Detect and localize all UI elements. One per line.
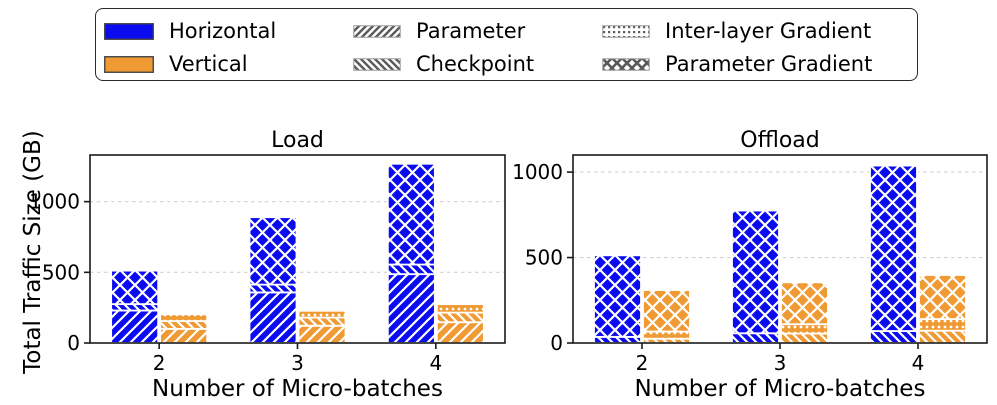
subplot-title: Offload	[740, 128, 820, 153]
y-tick-label: 1000	[512, 160, 563, 184]
legend-entry-horizontal: Horizontal	[104, 18, 276, 44]
bar-segment-hatch	[387, 274, 435, 343]
x-tick-label: 4	[429, 351, 442, 375]
legend-entry-inter-layer-gradient: Inter-layer Gradient	[602, 18, 871, 44]
bar-segment-hatch	[643, 331, 690, 339]
bar-segment-edge	[386, 162, 436, 266]
bar-segment-hatch	[594, 255, 641, 337]
bar-segment-hatch	[111, 310, 159, 343]
bar-segment-edge	[159, 313, 209, 322]
bar-segment-hatch	[870, 165, 917, 332]
legend-label: Horizontal	[169, 19, 277, 43]
bar-segment-hatch	[249, 292, 297, 343]
parameter-gradient-hatch-swatch	[602, 57, 650, 71]
legend: Horizontal Vertical Parameter Checkpoint Int…	[95, 8, 918, 81]
bar-segment-hatch	[160, 314, 208, 322]
bar-segment-edge	[918, 274, 967, 320]
bar-segment-hatch	[111, 304, 159, 311]
bar-segment-hatch	[919, 330, 966, 343]
subplot-load: 0 500 1000 2 3 4 Load Number of Micro-batches	[29, 128, 506, 402]
x-tick-label: 4	[912, 351, 925, 375]
bar-segment-hatch	[111, 270, 159, 305]
bar-segment-hatch	[781, 324, 828, 334]
bar-segment-hatch	[643, 290, 690, 332]
bar-segment-hatch	[387, 163, 435, 265]
bar-segment-hatch	[249, 284, 297, 293]
bar-segment-hatch	[436, 322, 484, 343]
x-tick-label: 2	[636, 351, 649, 375]
horizontal-blue-swatch	[104, 22, 154, 40]
legend-label: Parameter Gradient	[665, 52, 873, 76]
bar-segment-edge	[869, 164, 918, 332]
bar-segment-hatch	[919, 274, 966, 320]
x-axis-label: Number of Micro-batches	[152, 376, 443, 402]
legend-label: Vertical	[169, 52, 248, 76]
bar-segment-hatch	[643, 338, 690, 343]
bar-segment-hatch	[436, 312, 484, 323]
bar-segment-hatch	[436, 304, 484, 313]
bar-segment-hatch	[919, 319, 966, 331]
legend-label: Checkpoint	[416, 52, 535, 76]
y-tick-label: 500	[42, 260, 80, 284]
bar-segment-hatch	[298, 317, 346, 326]
subplot-offload: 0 500 1000 2 3 4 Offload Number of Micro-batche…	[512, 128, 988, 402]
bar-segment-edge	[593, 254, 642, 338]
bar-segment-hatch	[160, 328, 208, 343]
bar-segment-hatch	[781, 333, 828, 343]
legend-entry-checkpoint: Checkpoint	[353, 51, 534, 77]
parameter-hatch-swatch	[353, 24, 401, 38]
bar-segment-edge	[435, 303, 485, 314]
bar-segment-hatch	[594, 336, 641, 343]
legend-label: Parameter	[416, 19, 526, 43]
bar-segment-hatch	[298, 310, 346, 318]
bar-segment-edge	[642, 289, 691, 333]
bar-segment-edge	[297, 309, 347, 319]
inter-layer-gradient-hatch-swatch	[602, 24, 650, 38]
legend-entry-vertical: Vertical	[104, 51, 248, 77]
subplot-title: Load	[271, 128, 324, 153]
bar-segment-hatch	[387, 264, 435, 275]
vertical-orange-swatch	[104, 55, 154, 73]
legend-entry-parameter-gradient: Parameter Gradient	[602, 51, 872, 77]
bar-segment-edge	[110, 269, 160, 306]
y-tick-label: 1000	[29, 190, 80, 214]
x-axis-label: Number of Micro-batches	[635, 376, 926, 402]
bar-segment-edge	[780, 281, 829, 326]
bar-segment-edge	[248, 216, 298, 286]
legend-label: Inter-layer Gradient	[665, 19, 872, 43]
bar-segment-hatch	[160, 321, 208, 329]
y-tick-label: 0	[67, 331, 80, 355]
x-tick-label: 3	[291, 351, 304, 375]
y-tick-label: 500	[525, 246, 563, 270]
bar-segment-hatch	[732, 333, 779, 343]
bar-segment-hatch	[298, 325, 346, 343]
bar-segment-hatch	[781, 282, 828, 325]
bar-segment-edge	[731, 209, 780, 335]
legend-entry-parameter: Parameter	[353, 18, 525, 44]
y-tick-label: 0	[550, 331, 563, 355]
checkpoint-hatch-swatch	[353, 57, 401, 71]
bar-segment-hatch	[732, 210, 779, 334]
bar-segment-hatch	[249, 217, 297, 285]
x-tick-label: 2	[153, 351, 166, 375]
x-tick-label: 3	[774, 351, 787, 375]
bar-segment-hatch	[870, 331, 917, 343]
